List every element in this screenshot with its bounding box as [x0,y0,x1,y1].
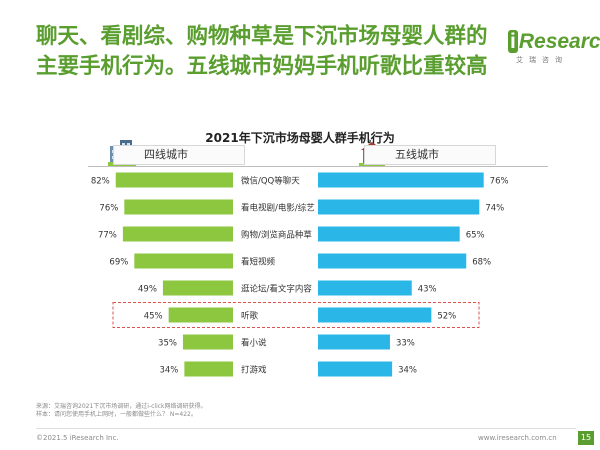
category-label: 看短视频 [241,257,276,268]
left-bar [184,361,233,377]
highlight-box [112,302,480,328]
footnote: 来源：艾瑞咨询2021下沉市场调研，通过i-click网络调研获得。 样本：请问… [36,403,207,419]
left-bar-label: 49% [138,285,157,295]
left-bar [168,307,233,323]
left-bar [162,280,233,296]
website: www.iresearch.com.cn [478,434,557,442]
copyright: ©2021.5 iResearch Inc. [36,434,119,442]
right-bar [318,307,432,323]
page-number: 15 [578,431,594,445]
right-bar [318,361,393,377]
right-bar-label: 74% [485,204,504,214]
left-bar [134,253,233,269]
source-note: 来源：艾瑞咨询2021下沉市场调研，通过i-click网络调研获得。 [36,403,207,410]
right-bar-label: 33% [396,339,415,349]
left-bar-label: 45% [144,312,163,322]
left-bar [182,334,233,350]
right-bar-label: 34% [398,366,417,376]
right-bar-label: 43% [418,285,437,295]
category-label: 微信/QQ等聊天 [241,176,300,187]
right-bar-label: 65% [466,231,485,241]
brand-subtitle: 艾瑞咨询 [516,56,568,64]
right-bar [318,334,390,350]
headline: 聊天、看剧综、购物种草是下沉市场母婴人群的主要手机行为。五线城市妈妈手机听歌比重… [36,24,488,79]
brand-name: iResearch [508,30,600,53]
legend-divider [88,166,548,167]
left-bar [124,199,233,215]
sample-note: 样本：请问您使用手机上网时，一般都做些什么？ N=422。 [36,411,197,418]
left-bar-label: 69% [109,258,128,268]
brand-logo: iResearch 艾瑞咨询 [508,30,600,65]
footer-divider [36,428,576,429]
category-label: 逛论坛/看文字内容 [241,284,312,295]
chart-title: 2021年下沉市场母婴人群手机行为 [205,131,395,145]
right-bar [318,199,480,215]
left-bar [122,226,233,242]
left-bar-label: 35% [158,339,177,349]
left-bar [115,172,233,188]
category-label: 购物/浏览商品种草 [241,230,312,241]
right-bar [318,226,460,242]
right-bar-label: 68% [472,258,491,268]
category-label: 看电视剧/电影/综艺 [241,203,315,214]
right-bar-label: 52% [437,312,456,322]
right-bar-label: 76% [490,177,509,187]
left-bar-label: 77% [98,231,117,241]
legend-four-tier: 四线城市 [113,145,245,165]
right-bar [318,172,484,188]
right-bar [318,280,412,296]
left-bar-label: 82% [91,177,110,187]
left-bar-label: 76% [99,204,118,214]
right-bar [318,253,467,269]
category-label: 看小说 [241,338,267,349]
legend-five-tier: 五线城市 [364,145,496,165]
left-bar-label: 34% [159,366,178,376]
category-label: 听歌 [241,311,259,322]
category-label: 打游戏 [241,365,267,376]
